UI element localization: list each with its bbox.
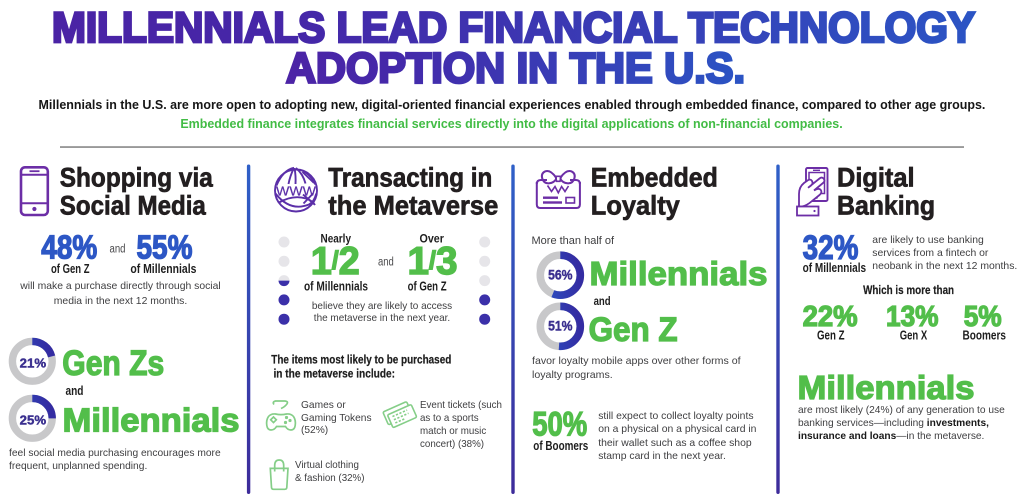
svg-text:Gen X: Gen X	[900, 327, 928, 342]
svg-text:of Boomers: of Boomers	[533, 438, 588, 453]
svg-text:1/3: 1/3	[408, 240, 458, 283]
svg-text:WWW: WWW	[276, 185, 316, 199]
svg-text:of Gen Z: of Gen Z	[408, 278, 447, 293]
svg-text:and: and	[594, 294, 611, 308]
svg-text:51%: 51%	[548, 318, 572, 333]
svg-text:13%: 13%	[886, 301, 939, 333]
svg-text:Gen Z: Gen Z	[817, 327, 845, 342]
svg-text:25%: 25%	[20, 414, 47, 428]
svg-text:22%: 22%	[803, 301, 858, 333]
svg-text:and: and	[378, 256, 394, 268]
svg-text:Millennials: Millennials	[798, 369, 975, 406]
svg-text:Millennials: Millennials	[63, 401, 240, 438]
svg-text:21%: 21%	[20, 357, 47, 371]
svg-text:the Metaverse: the Metaverse	[328, 191, 498, 221]
svg-text:of Millennials: of Millennials	[803, 260, 867, 275]
svg-text:Banking: Banking	[837, 191, 935, 221]
svg-text:Gen Zs: Gen Zs	[62, 343, 164, 383]
svg-text:of Millennials: of Millennials	[130, 261, 196, 276]
svg-text:56%: 56%	[548, 267, 572, 282]
svg-text:Embedded: Embedded	[591, 163, 718, 193]
svg-text:55%: 55%	[137, 230, 193, 267]
svg-text:Social Media: Social Media	[60, 191, 206, 221]
svg-text:Over: Over	[420, 232, 445, 246]
svg-text:Digital: Digital	[837, 163, 915, 193]
svg-text:Loyalty: Loyalty	[591, 191, 680, 221]
svg-text:50%: 50%	[532, 406, 587, 444]
svg-text:32%: 32%	[803, 229, 859, 267]
svg-text:Gen Z: Gen Z	[589, 311, 678, 349]
svg-text:Transacting in: Transacting in	[328, 163, 492, 193]
svg-text:ADOPTION IN THE U.S.: ADOPTION IN THE U.S.	[286, 46, 745, 93]
svg-text:Nearly: Nearly	[321, 232, 352, 246]
svg-text:Which is more than: Which is more than	[863, 283, 954, 297]
svg-text:and: and	[110, 243, 126, 255]
svg-text:48%: 48%	[41, 230, 97, 267]
svg-text:Millennials: Millennials	[590, 256, 768, 293]
svg-text:1/2: 1/2	[311, 240, 360, 283]
svg-text:of Gen Z: of Gen Z	[51, 261, 90, 276]
svg-text:Boomers: Boomers	[963, 327, 1007, 342]
svg-text:of Millennials: of Millennials	[304, 278, 368, 293]
svg-text:5%: 5%	[964, 301, 1002, 333]
svg-text:The items most likely to be pu: The items most likely to be purchased	[271, 355, 451, 367]
svg-text:in the metaverse include:: in the metaverse include:	[274, 369, 396, 381]
svg-text:MILLENNIALS LEAD FINANCIAL TEC: MILLENNIALS LEAD FINANCIAL TECHNOLOGY	[52, 5, 975, 52]
svg-text:and: and	[66, 383, 84, 398]
svg-text:Shopping via: Shopping via	[60, 163, 213, 193]
